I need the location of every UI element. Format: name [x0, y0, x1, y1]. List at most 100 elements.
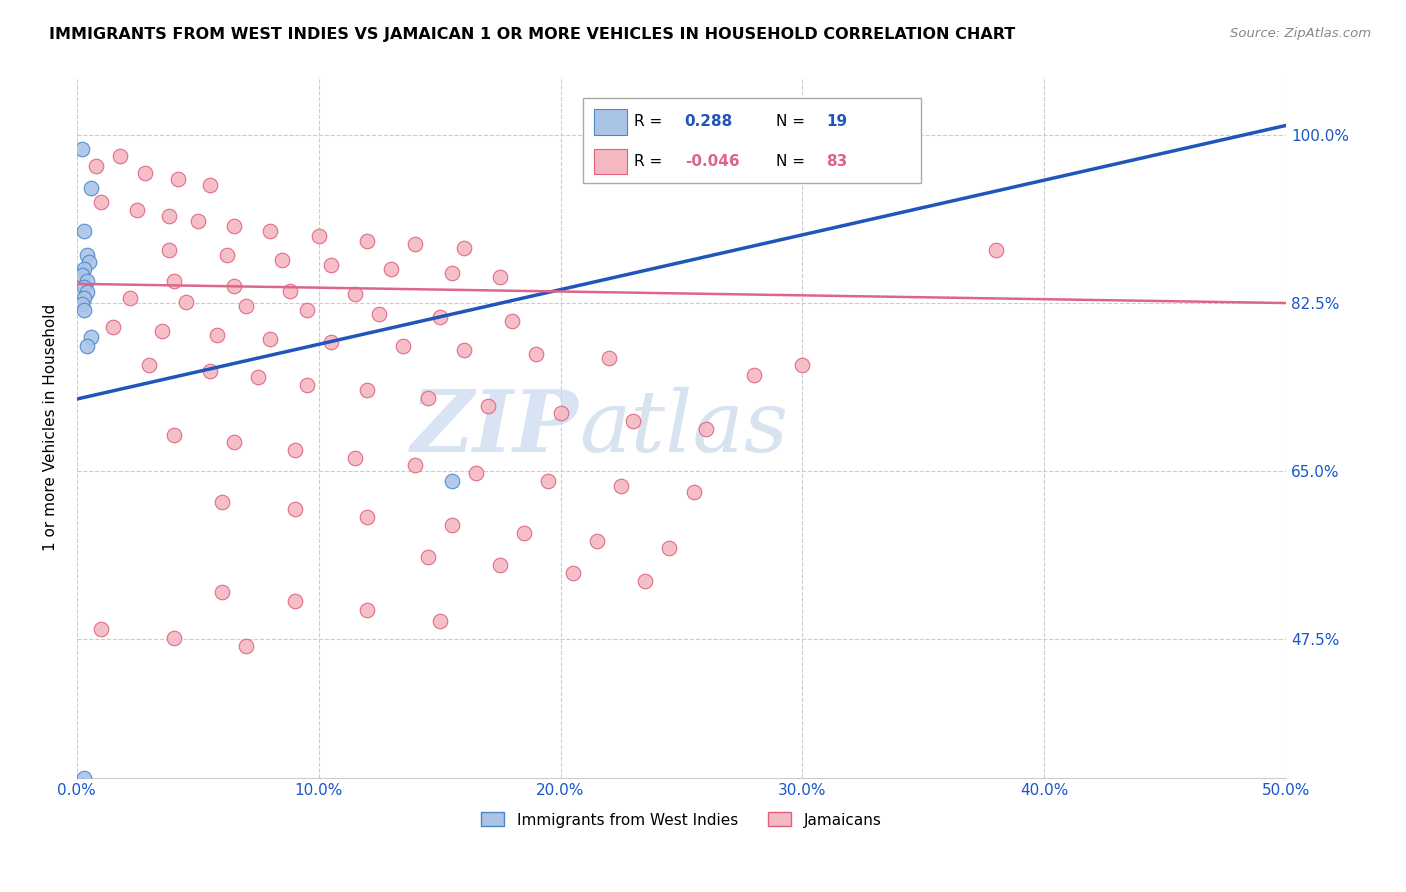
- Point: [84, 159, 107, 173]
- Point: [513, 526, 536, 541]
- Point: [283, 502, 305, 516]
- Point: [792, 359, 814, 373]
- Point: [585, 534, 607, 549]
- Point: [76, 274, 98, 288]
- Point: [453, 241, 475, 255]
- Text: atlas: atlas: [579, 386, 787, 469]
- Legend: Immigrants from West Indies, Jamaicans: Immigrants from West Indies, Jamaicans: [475, 806, 887, 834]
- Point: [222, 435, 245, 450]
- Point: [259, 224, 281, 238]
- Point: [621, 414, 644, 428]
- Point: [198, 364, 221, 378]
- Point: [101, 320, 124, 334]
- Point: [392, 339, 415, 353]
- Point: [162, 427, 184, 442]
- Point: [73, 302, 96, 317]
- Point: [742, 368, 765, 382]
- Point: [80, 181, 103, 195]
- Point: [356, 510, 378, 524]
- Point: [550, 406, 572, 420]
- Point: [73, 279, 96, 293]
- Point: [319, 258, 342, 272]
- Point: [110, 149, 132, 163]
- Text: 19: 19: [827, 114, 848, 129]
- Text: ZIP: ZIP: [411, 386, 579, 469]
- Y-axis label: 1 or more Vehicles in Household: 1 or more Vehicles in Household: [44, 304, 58, 551]
- Point: [682, 485, 704, 500]
- Point: [440, 517, 463, 532]
- Point: [634, 574, 657, 589]
- Point: [295, 377, 318, 392]
- Point: [524, 347, 547, 361]
- Point: [464, 466, 486, 480]
- Point: [658, 541, 681, 555]
- Bar: [593, 109, 627, 135]
- Point: [77, 254, 100, 268]
- Point: [343, 450, 366, 465]
- Point: [76, 285, 98, 300]
- Point: [134, 166, 156, 180]
- Point: [70, 297, 93, 311]
- Text: -0.046: -0.046: [685, 154, 740, 169]
- Point: [127, 202, 149, 217]
- Point: [278, 284, 301, 298]
- Point: [80, 329, 103, 343]
- Point: [73, 291, 96, 305]
- Text: 0.288: 0.288: [685, 114, 733, 129]
- Point: [70, 143, 93, 157]
- Point: [138, 359, 160, 373]
- Point: [187, 214, 209, 228]
- FancyBboxPatch shape: [583, 98, 921, 183]
- Text: R =: R =: [634, 154, 668, 169]
- Point: [73, 262, 96, 277]
- Point: [308, 228, 330, 243]
- Text: IMMIGRANTS FROM WEST INDIES VS JAMAICAN 1 OR MORE VEHICLES IN HOUSEHOLD CORRELAT: IMMIGRANTS FROM WEST INDIES VS JAMAICAN …: [49, 27, 1015, 42]
- Point: [984, 244, 1007, 258]
- Point: [157, 244, 180, 258]
- Point: [356, 234, 378, 248]
- Point: [211, 494, 233, 508]
- Point: [561, 566, 583, 580]
- Point: [70, 779, 93, 793]
- Point: [343, 287, 366, 301]
- Point: [211, 585, 233, 599]
- Point: [90, 623, 112, 637]
- Point: [283, 442, 305, 457]
- Point: [501, 314, 523, 328]
- Point: [416, 550, 439, 565]
- Text: R =: R =: [634, 114, 668, 129]
- Point: [174, 295, 197, 310]
- Point: [215, 248, 238, 262]
- Text: N =: N =: [776, 114, 810, 129]
- Point: [368, 307, 391, 321]
- Point: [73, 771, 96, 785]
- Point: [416, 391, 439, 405]
- Point: [283, 593, 305, 607]
- Point: [429, 310, 451, 325]
- Point: [429, 614, 451, 628]
- Text: Source: ZipAtlas.com: Source: ZipAtlas.com: [1230, 27, 1371, 40]
- Point: [271, 252, 294, 267]
- Point: [222, 278, 245, 293]
- Text: N =: N =: [776, 154, 810, 169]
- Point: [440, 474, 463, 488]
- Point: [259, 332, 281, 346]
- Point: [598, 351, 620, 365]
- Point: [380, 262, 402, 277]
- Point: [150, 324, 173, 338]
- Point: [120, 291, 142, 305]
- Bar: [593, 149, 627, 175]
- Point: [167, 172, 190, 186]
- Point: [162, 631, 184, 645]
- Point: [489, 558, 512, 573]
- Point: [70, 268, 93, 283]
- Point: [695, 422, 717, 436]
- Point: [76, 248, 98, 262]
- Point: [610, 479, 633, 493]
- Point: [404, 237, 426, 252]
- Point: [247, 370, 270, 384]
- Point: [162, 274, 184, 288]
- Point: [205, 327, 228, 342]
- Point: [453, 343, 475, 357]
- Point: [198, 178, 221, 192]
